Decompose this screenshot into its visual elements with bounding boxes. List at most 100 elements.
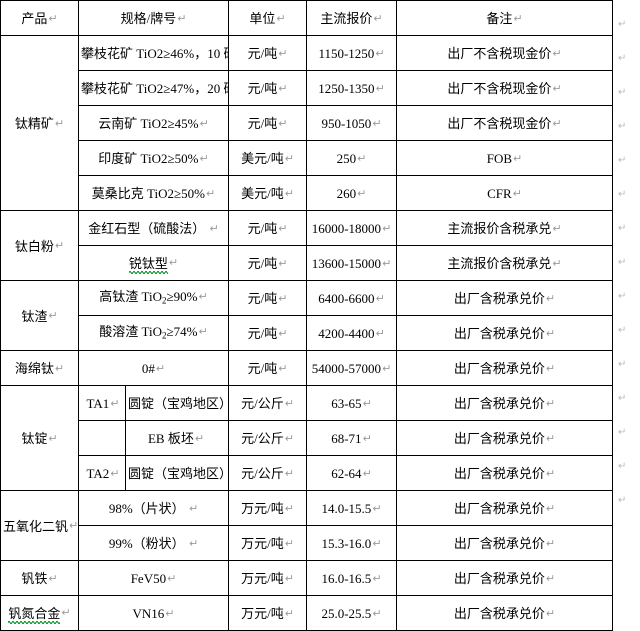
product-cell-vanadium-pentoxide: 五氧化二钒↵ bbox=[0, 490, 79, 561]
outside-paragraph-marks: ↵ ↵ ↵ ↵ ↵ ↵ ↵ ↵ ↵ ↵ ↵ ↵ ↵ ↵ ↵ bbox=[616, 0, 640, 514]
grade-cell: VN16↵ bbox=[78, 595, 229, 631]
paragraph-mark-icon: ↵ bbox=[545, 501, 556, 515]
product-cell-titanium-dioxide: 钛白粉↵ bbox=[0, 210, 79, 281]
paragraph-mark-icon: ↵ bbox=[545, 606, 556, 620]
paragraph-mark-icon: ↵ bbox=[545, 326, 556, 340]
remark-cell: 主流报价含税承兑↵ bbox=[396, 245, 613, 281]
unit-label: 元/吨 bbox=[247, 116, 278, 132]
price-cell: 14.0-15.5↵ bbox=[306, 490, 397, 526]
paragraph-mark-icon: ↵ bbox=[382, 256, 392, 270]
unit-cell: 万元/吨↵ bbox=[228, 525, 307, 561]
grade-cell: FeV50↵ bbox=[78, 560, 229, 596]
unit-label: 万元/吨 bbox=[241, 606, 284, 622]
price-cell: 16000-18000↵ bbox=[306, 210, 397, 246]
paragraph-mark-icon: ↵ bbox=[284, 151, 294, 165]
product-label: 钛精矿 bbox=[14, 116, 54, 132]
grade-label-prefix: 酸溶渣 TiO bbox=[99, 324, 163, 340]
remark-label: 出厂不含税现金价 bbox=[447, 46, 552, 62]
paragraph-mark-icon: ↵ bbox=[278, 116, 288, 130]
price-label: 14.0-15.5 bbox=[321, 501, 372, 517]
remark-label: 出厂不含税现金价 bbox=[447, 116, 552, 132]
unit-label: 万元/吨 bbox=[241, 536, 284, 552]
paragraph-mark-icon: ↵ bbox=[194, 431, 205, 445]
paragraph-mark-icon: ↵ bbox=[618, 155, 627, 166]
unit-cell: 元/吨↵ bbox=[228, 70, 307, 106]
product-cell-titanium-sponge: 海绵钛↵ bbox=[0, 350, 79, 386]
grade-cell: 攀枝花矿 TiO2≥46%，10 矿↵ bbox=[78, 35, 229, 71]
paragraph-mark-icon: ↵ bbox=[155, 361, 166, 375]
paragraph-mark-icon: ↵ bbox=[618, 223, 627, 234]
paragraph-mark-icon: ↵ bbox=[167, 571, 177, 585]
ta-grade-label: TA2 bbox=[86, 466, 110, 482]
paragraph-mark-icon: ↵ bbox=[362, 431, 372, 445]
paragraph-mark-icon: ↵ bbox=[54, 361, 65, 375]
product-label: 五氧化二钒 bbox=[3, 518, 69, 534]
paragraph-mark-icon: ↵ bbox=[513, 151, 523, 165]
paragraph-mark-icon: ↵ bbox=[372, 571, 382, 585]
price-label: 250 bbox=[336, 151, 357, 167]
price-label: 13600-15000 bbox=[311, 256, 382, 272]
product-label: 钒铁 bbox=[21, 571, 48, 587]
price-cell: 250↵ bbox=[306, 140, 397, 176]
grade-label: 金红石型（硫酸法） bbox=[88, 221, 206, 237]
grade-label: 99%（粉状） bbox=[108, 536, 185, 552]
paragraph-mark-icon: ↵ bbox=[188, 501, 199, 515]
paragraph-mark-icon: ↵ bbox=[362, 466, 372, 480]
unit-label: 元/吨 bbox=[247, 256, 278, 272]
remark-cell: CFR↵ bbox=[396, 175, 613, 211]
paragraph-mark-icon: ↵ bbox=[284, 536, 294, 550]
price-cell: 1250-1350↵ bbox=[306, 70, 397, 106]
price-label: 62-64 bbox=[331, 466, 362, 482]
table-header-row: 产品↵ 规格/牌号↵ 单位↵ 主流报价↵ 备注↵ bbox=[0, 0, 613, 36]
paragraph-mark-icon: ↵ bbox=[552, 256, 562, 270]
price-cell: 54000-57000↵ bbox=[306, 350, 397, 386]
header-label-grade: 规格/牌号 bbox=[120, 11, 177, 27]
paragraph-mark-icon: ↵ bbox=[618, 53, 627, 64]
grade-label: 攀枝花矿 TiO2≥46%，10 矿 bbox=[81, 46, 229, 62]
grade-cell: 莫桑比克 TiO2≥50%↵ bbox=[78, 175, 229, 211]
table-row: 印度矿 TiO2≥50%↵ 美元/吨↵ 250↵ FOB↵ bbox=[1, 140, 613, 176]
price-label: 4200-4400 bbox=[318, 326, 375, 342]
price-label: 16000-18000 bbox=[311, 221, 382, 237]
paragraph-mark-icon: ↵ bbox=[54, 116, 65, 130]
remark-cell: 出厂不含税现金价↵ bbox=[396, 105, 613, 141]
paragraph-mark-icon: ↵ bbox=[278, 361, 288, 375]
paragraph-mark-icon: ↵ bbox=[545, 291, 556, 305]
paragraph-mark-icon: ↵ bbox=[372, 536, 382, 550]
unit-cell: 元/吨↵ bbox=[228, 315, 307, 351]
remark-cell: 出厂含税承兑价↵ bbox=[396, 420, 613, 456]
paragraph-mark-icon: ↵ bbox=[512, 186, 522, 200]
paragraph-mark-icon: ↵ bbox=[382, 361, 392, 375]
header-label-price: 主流报价 bbox=[320, 11, 373, 27]
grade-label: 圆锭（宝鸡地区） bbox=[128, 396, 226, 412]
grade-cell-with-ta-split: EB 板坯↵ bbox=[78, 420, 229, 456]
paragraph-mark-icon: ↵ bbox=[284, 501, 294, 515]
paragraph-mark-icon: ↵ bbox=[618, 325, 627, 336]
paragraph-mark-icon: ↵ bbox=[618, 393, 627, 404]
grade-label: 锐钛型 bbox=[128, 255, 168, 274]
remark-label: 出厂含税承兑价 bbox=[453, 501, 545, 517]
paragraph-mark-icon: ↵ bbox=[373, 11, 383, 25]
ta-grade-cell-empty bbox=[81, 421, 126, 455]
paragraph-mark-icon: ↵ bbox=[278, 256, 288, 270]
paragraph-mark-icon: ↵ bbox=[618, 257, 627, 268]
unit-label: 元/吨 bbox=[247, 46, 278, 62]
paragraph-mark-icon: ↵ bbox=[357, 151, 367, 165]
remark-cell: 出厂不含税现金价↵ bbox=[396, 70, 613, 106]
price-label: 260 bbox=[336, 186, 357, 202]
grade-cell: 99%（粉状） ↵ bbox=[78, 525, 229, 561]
paragraph-mark-icon: ↵ bbox=[168, 256, 179, 270]
grade-label-subscript: 2 bbox=[162, 330, 167, 341]
remark-label: 出厂含税承兑价 bbox=[453, 466, 545, 482]
grade-cell: 锐钛型↵ bbox=[78, 245, 229, 281]
price-cell: 62-64↵ bbox=[306, 455, 397, 491]
ta-grade-cell-ta1: TA1↵ bbox=[81, 386, 126, 420]
table-row: 海绵钛↵ 0#↵ 元/吨↵ 54000-57000↵ 出厂含税承兑价↵ bbox=[0, 350, 613, 386]
remark-cell: 主流报价含税承兑↵ bbox=[396, 210, 613, 246]
price-label: 1250-1350 bbox=[318, 81, 375, 97]
paragraph-mark-icon: ↵ bbox=[552, 46, 562, 60]
table-row: 钛渣↵ 高钛渣 TiO2≥90%↵ 元/吨↵ 6400-6600↵ 出厂含税承兑… bbox=[0, 280, 613, 351]
price-cell: 25.0-25.5↵ bbox=[306, 595, 397, 631]
remark-label: 出厂含税承兑价 bbox=[453, 536, 545, 552]
remark-label: CFR bbox=[487, 186, 512, 202]
